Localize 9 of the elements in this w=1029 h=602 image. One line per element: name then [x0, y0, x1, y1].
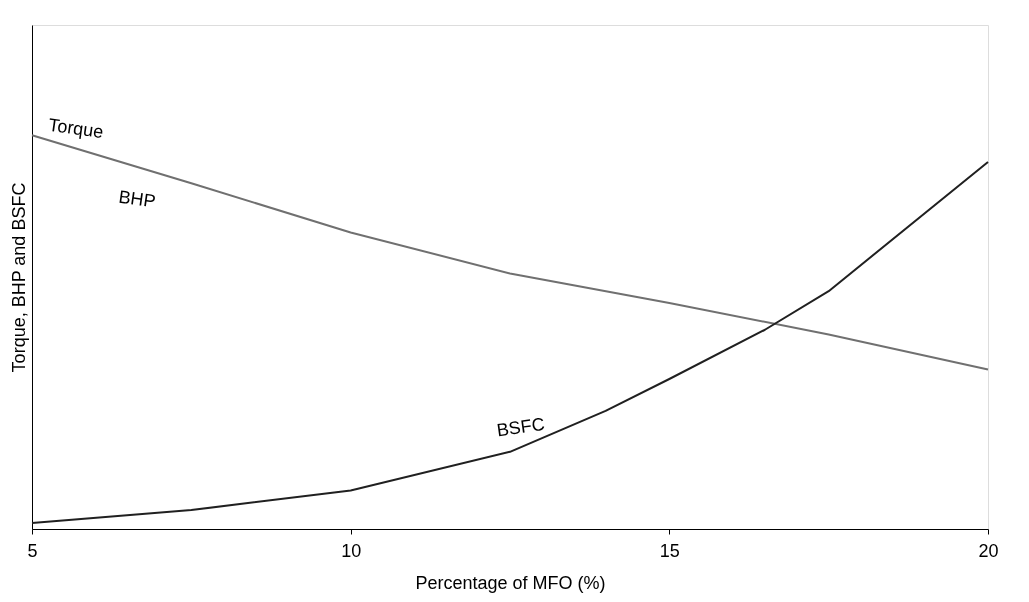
- text: Torque: [47, 114, 105, 143]
- text: BSFC: [495, 413, 546, 441]
- x-axis-title: Percentage of MFO (%): [415, 572, 606, 593]
- x-tick-label: 15: [659, 540, 680, 561]
- annotation: BHP: [117, 186, 157, 212]
- x-tick-label: 5: [27, 540, 38, 561]
- x-tick-label: 10: [341, 540, 362, 561]
- y-axis-title: Torque, BHP and BSFC: [8, 182, 29, 373]
- x-tick-label: 20: [978, 540, 999, 561]
